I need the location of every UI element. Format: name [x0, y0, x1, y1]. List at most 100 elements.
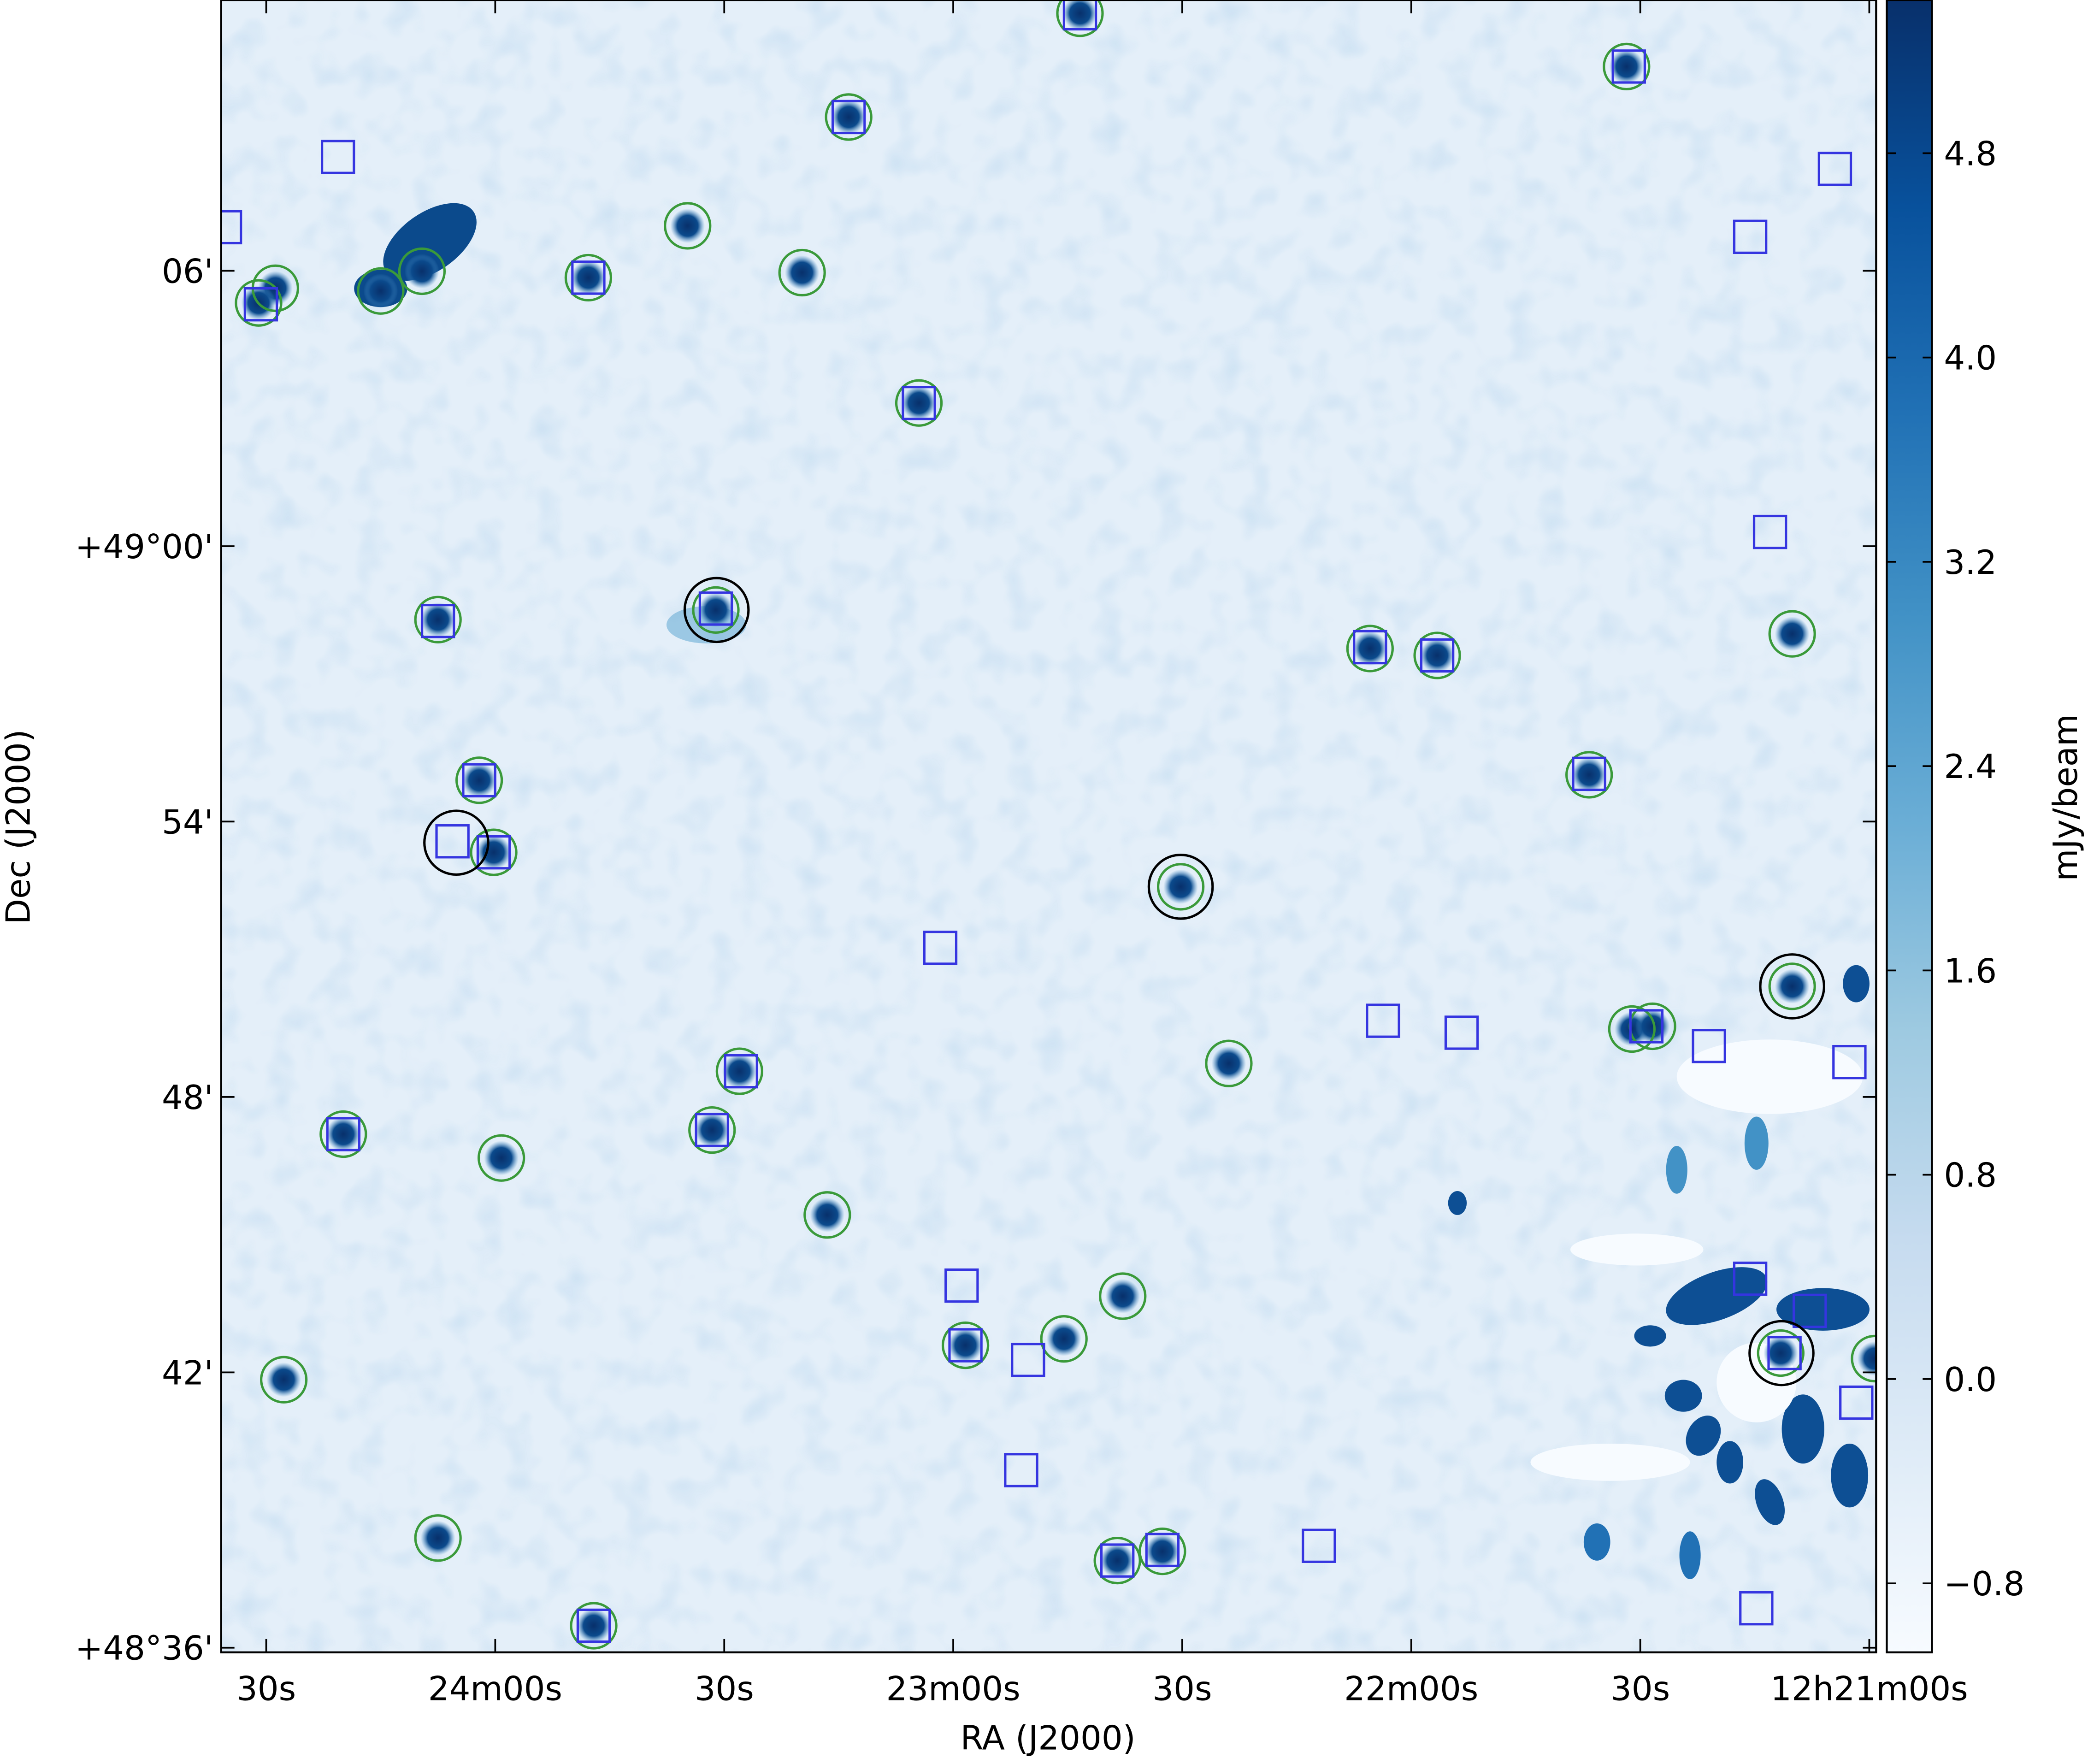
square-marker [1011, 1343, 1045, 1377]
colorbar-tick-label: 0.0 [1944, 1361, 1997, 1399]
source-blob [363, 273, 398, 308]
square-marker [462, 763, 496, 798]
square-marker [1692, 1029, 1726, 1063]
circle-marker [825, 93, 873, 141]
plot-frame [220, 0, 1877, 1653]
circle-marker [1205, 1039, 1253, 1087]
circle-marker [688, 1106, 736, 1154]
circle-marker [1759, 953, 1825, 1020]
circle-marker [260, 1356, 308, 1404]
colorbar-tick-label: 4.0 [1944, 339, 1997, 378]
source-blob [571, 260, 606, 295]
colorbar [1886, 0, 1933, 1653]
source-blob [476, 835, 511, 870]
circle-marker [357, 267, 405, 315]
circle-marker [1056, 0, 1104, 37]
square-marker [1145, 1533, 1180, 1567]
source-blob [1163, 869, 1198, 904]
source-blob [1857, 1341, 1876, 1376]
square-marker [944, 1268, 979, 1303]
circle-marker [570, 1602, 618, 1650]
circle-marker [1138, 1528, 1186, 1575]
square-marker [1832, 1044, 1867, 1080]
square-marker [1767, 1336, 1802, 1370]
axes: 30s 24m00s 30s 23m00s 30s 22m00s 30s 12h21m00s +… [75, 0, 2024, 1709]
source-blob [420, 1521, 455, 1556]
source-blob [1211, 1046, 1246, 1081]
circle-marker [1603, 42, 1651, 91]
colorbar-tick-label: 4.8 [1944, 135, 1997, 173]
source-blob [1775, 969, 1810, 1004]
circle-marker [1147, 854, 1214, 920]
square-marker [1366, 1003, 1400, 1038]
circle-marker [1413, 631, 1461, 679]
square-marker [1004, 1453, 1038, 1487]
square-marker [948, 1328, 983, 1363]
square-marker [1302, 1528, 1336, 1563]
square-marker [1629, 1009, 1664, 1044]
y-tick-label: +48°36' [75, 1629, 213, 1668]
source-blob [576, 1608, 611, 1643]
source-blob [948, 1328, 983, 1363]
source-blob [784, 255, 820, 290]
circle-marker [319, 1110, 367, 1158]
circle-marker [478, 1134, 525, 1182]
source-blob [1635, 1009, 1670, 1044]
source-blob [266, 1362, 301, 1397]
y-tick-label: 06' [162, 252, 213, 291]
square-marker [1100, 1543, 1135, 1578]
square-marker [1444, 1015, 1479, 1050]
x-tick-label: 24m00s [428, 1670, 562, 1709]
source-blob [1572, 757, 1607, 792]
circle-marker [564, 254, 613, 302]
y-tick-label: 48' [162, 1079, 213, 1117]
circle-marker [1565, 751, 1613, 799]
source-blob [1046, 1322, 1081, 1357]
square-marker [243, 287, 278, 322]
circle-marker [235, 279, 283, 327]
circle-marker [941, 1321, 990, 1369]
source-blob [1763, 1336, 1798, 1371]
colorbar-tick-label: 3.2 [1944, 543, 1997, 582]
circle-marker [1851, 1334, 1876, 1383]
circle-marker [1156, 863, 1205, 911]
source-blob [722, 1054, 757, 1089]
sidelobes [1448, 965, 1870, 1580]
image-noise [221, 0, 1876, 1652]
square-marker [326, 1117, 361, 1151]
colorbar-tick-label: 2.4 [1944, 748, 1997, 786]
source-blob [831, 100, 866, 135]
source-blob [420, 602, 455, 637]
circle-marker [1099, 1272, 1147, 1320]
source-blob [404, 254, 439, 289]
square-marker [1739, 1591, 1774, 1626]
source-blob [1352, 631, 1387, 666]
square-marker [221, 210, 242, 245]
circle-marker [1040, 1315, 1088, 1363]
colorbar-tick-label: 0.8 [1944, 1156, 1997, 1195]
source-blob [484, 1140, 519, 1175]
square-marker [476, 835, 511, 870]
square-marker [1733, 219, 1768, 254]
x-tick-label: 23m00s [886, 1670, 1020, 1709]
y-axis-label: Dec (J2000) [0, 729, 38, 924]
source-blob [695, 1113, 730, 1148]
circle-marker [803, 1191, 851, 1239]
circle-marker [1093, 1536, 1141, 1585]
square-marker [420, 604, 455, 638]
circle-marker [414, 596, 462, 643]
circle-marker [692, 586, 740, 634]
circle-marker [414, 1514, 462, 1562]
square-marker [923, 931, 958, 965]
square-marker [724, 1054, 758, 1089]
square-marker [1752, 514, 1787, 549]
sources [241, 0, 1876, 1643]
source-blob [1609, 49, 1644, 84]
colorbar-tick-label: 1.6 [1944, 952, 1997, 991]
square-marker [1611, 49, 1646, 84]
source-blob [1145, 1534, 1180, 1569]
source-blob [1775, 616, 1810, 651]
circle-marker [398, 247, 446, 295]
x-tick-label: 30s [1152, 1670, 1212, 1709]
